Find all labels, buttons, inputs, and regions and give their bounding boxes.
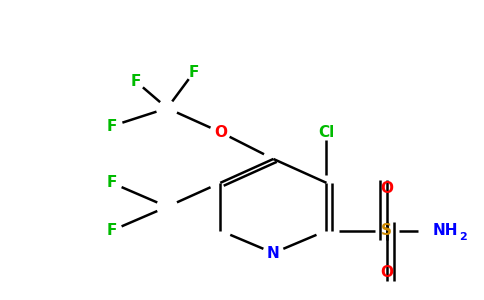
Text: S: S [381, 223, 393, 238]
Text: F: F [106, 118, 117, 134]
Text: Cl: Cl [318, 124, 334, 140]
Text: F: F [131, 74, 141, 89]
Text: O: O [380, 265, 393, 280]
Text: F: F [189, 65, 199, 80]
Text: F: F [106, 223, 117, 238]
Text: N: N [267, 245, 280, 260]
Text: NH: NH [433, 223, 458, 238]
Text: 2: 2 [459, 232, 467, 242]
Text: F: F [106, 175, 117, 190]
Text: O: O [380, 181, 393, 196]
Text: O: O [214, 124, 227, 140]
